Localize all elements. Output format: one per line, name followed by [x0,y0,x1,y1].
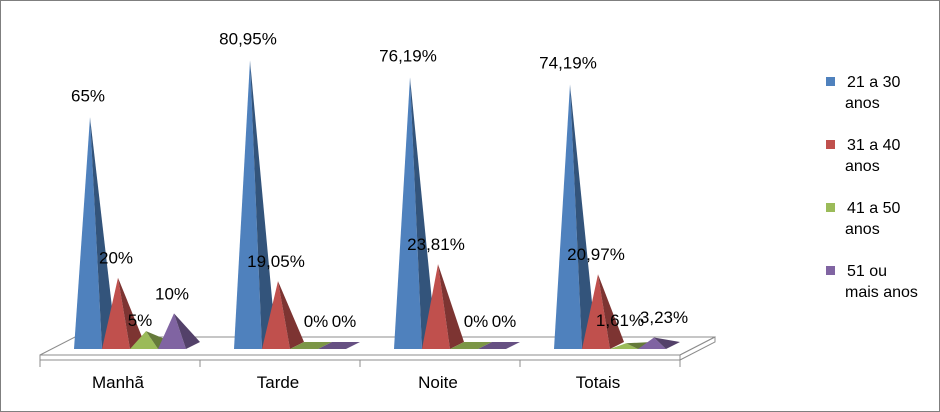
bar-51-ou-mais-anos-tarde [318,342,360,349]
bar-front-face [102,277,130,349]
legend-label-51-ou-mais-anos: mais anos [845,284,918,301]
floor-front [39,354,681,361]
bar-51-ou-mais-anos-manha [158,313,200,349]
bar-21-a-30-anos-totais [554,84,596,349]
bar-side-face [278,281,304,349]
data-label: 0% [464,312,489,331]
data-label: 76,19% [379,46,437,65]
legend-swatch-31-a-40-anos [826,140,835,149]
bar-31-a-40-anos-totais [582,274,624,349]
x-tick-label-totais: Totais [576,373,620,392]
legend-label-21-a-30-anos: 21 a 30 [847,74,900,91]
bar-51-ou-mais-anos-totais [638,337,680,349]
floor-side [679,336,716,361]
bar-front-face [74,117,102,349]
bar-face [478,342,520,349]
data-label: 20% [99,249,133,268]
data-label: 65% [71,86,105,105]
data-label: 74,19% [539,54,597,73]
bar-31-a-40-anos-noite [422,264,464,349]
legend: 21 a 30 anos 31 a 40 anos 41 a 50 anos 51 ou ma… [826,74,918,301]
bar-front-face [638,337,666,349]
bar-front-face [130,331,158,349]
bar-51-ou-mais-anos-noite [478,342,520,349]
data-label: 20,97% [567,245,625,264]
data-label: 1,61% [596,311,644,330]
bar-side-face [570,84,596,349]
x-tick-label-manha: Manhã [92,373,145,392]
x-axis: Manhã Tarde Noite Totais [39,360,681,392]
bar-side-face [118,277,144,349]
data-label: 0% [304,312,329,331]
bar-front-face [234,60,262,349]
bar-31-a-40-anos-manha [102,277,144,349]
bar-side-face [410,77,436,349]
bar-side-face [654,337,680,349]
bar-front-face [262,281,290,349]
bar-side-face [174,313,200,349]
data-label: 19,05% [247,252,305,271]
data-label: 0% [332,312,357,331]
bar-side-face [598,274,624,349]
data-label: 3,23% [640,308,688,327]
bar-21-a-30-anos-tarde [234,60,276,349]
legend-label-21-a-30-anos: anos [845,95,880,112]
bar-front-face [394,77,422,349]
legend-label-31-a-40-anos: 31 a 40 [847,137,900,154]
data-label: 80,95% [219,29,277,48]
bar-21-a-30-anos-noite [394,77,436,349]
bar-21-a-30-anos-manha [74,117,116,349]
bar-face [318,342,360,349]
legend-label-51-ou-mais-anos: 51 ou [847,263,887,280]
legend-swatch-51-ou-mais-anos [826,266,835,275]
legend-label-41-a-50-anos: anos [845,221,880,238]
bar-front-face [554,84,582,349]
chart-marks [74,60,680,349]
bar-front-face [582,274,610,349]
bar-front-face [158,313,186,349]
bar-side-face [90,117,116,349]
data-label: 0% [492,312,517,331]
bar-side-face [250,60,276,349]
bar-front-face [422,264,450,349]
data-labels: 65%20%5%10%80,95%19,05%0% 0%76,19%23,81%0… [71,29,688,331]
legend-swatch-41-a-50-anos [826,203,835,212]
chart-floor [39,336,716,361]
legend-label-41-a-50-anos: 41 a 50 [847,200,900,217]
data-label: 23,81% [407,235,465,254]
x-tick-label-noite: Noite [418,373,458,392]
data-label: 10% [155,284,189,303]
data-label: 5% [128,311,153,330]
bar-31-a-40-anos-tarde [262,281,304,349]
legend-label-31-a-40-anos: anos [845,158,880,175]
bar-side-face [438,264,464,349]
legend-swatch-21-a-30-anos [826,77,835,86]
x-tick-label-tarde: Tarde [257,373,300,392]
bar-front-face [610,343,638,349]
